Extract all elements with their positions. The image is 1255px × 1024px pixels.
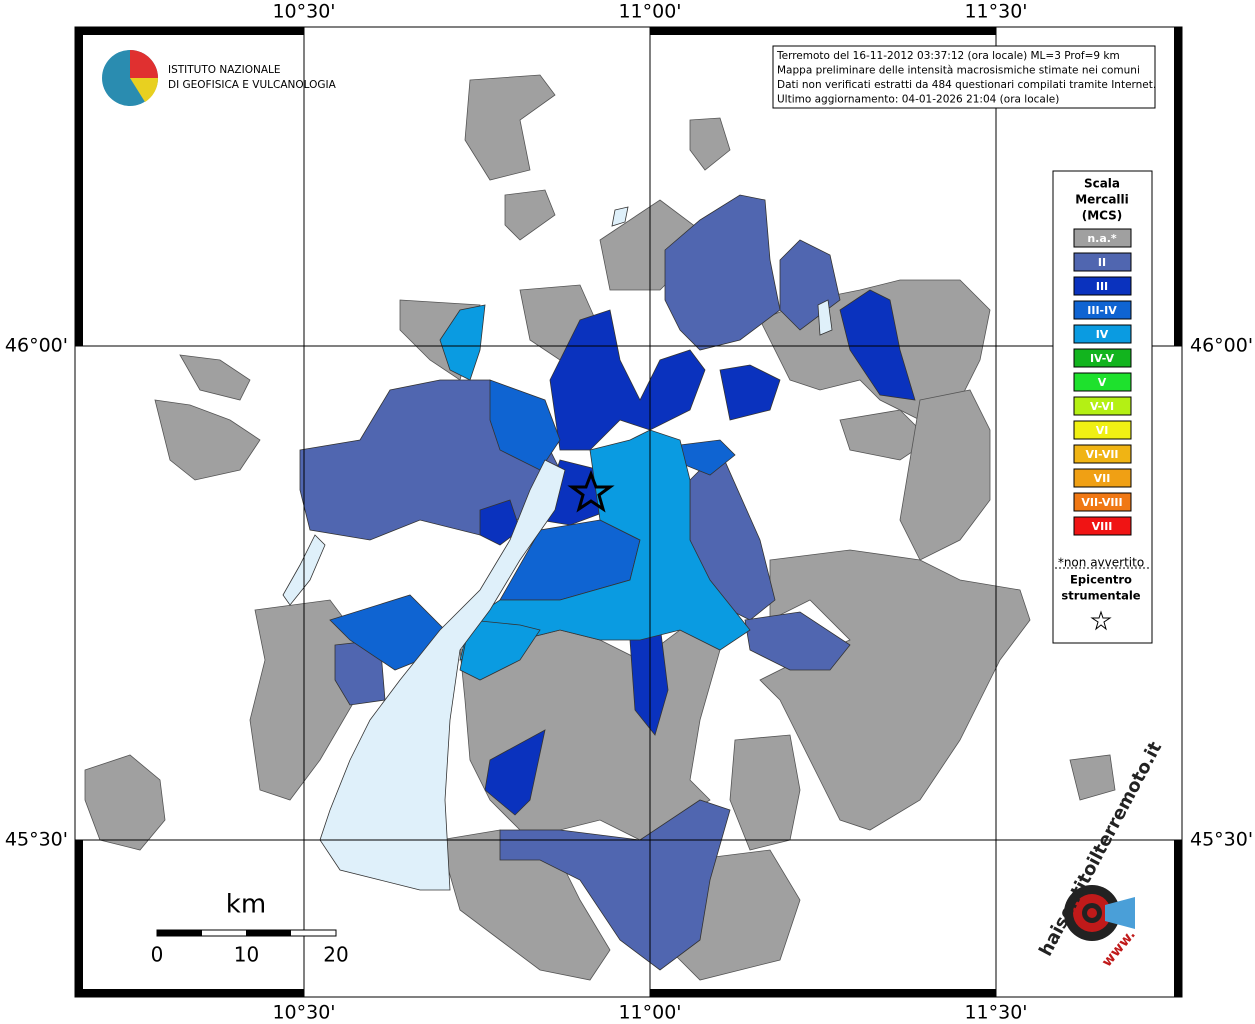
- lake-garda: [319, 459, 566, 891]
- legend-label: VII-VIII: [1081, 496, 1122, 509]
- legend-title: (MCS): [1082, 209, 1123, 223]
- legend-epicenter: strumentale: [1061, 589, 1140, 603]
- info-line: Ultimo aggiornamento: 04-01-2026 21:04 (…: [777, 94, 1059, 106]
- info-line: Dati non verificati estratti da 484 ques…: [777, 79, 1156, 91]
- graticule: [75, 27, 1182, 997]
- legend-swatch: [1073, 252, 1132, 272]
- info-line: Terremoto del 16-11-2012 03:37:12 (ora l…: [776, 50, 1120, 62]
- legend-label: V: [1098, 376, 1107, 389]
- lon-label: 10°30': [272, 1002, 335, 1024]
- info-line: Mappa preliminare delle intensità macros…: [777, 65, 1140, 77]
- ingv-logo: ISTITUTO NAZIONALE DI GEOFISICA E VULCAN…: [102, 50, 337, 106]
- scale-unit: km: [226, 890, 266, 920]
- scale-tick: 20: [323, 943, 348, 967]
- lon-label: 11°30': [964, 1002, 1027, 1024]
- lat-label: 46°00': [5, 335, 68, 357]
- legend-label: II: [1098, 256, 1106, 269]
- scale-tick: 10: [234, 943, 259, 967]
- lon-label: 11°00': [618, 1002, 681, 1024]
- legend-label: IV-V: [1090, 352, 1115, 365]
- legend-label: VII: [1094, 472, 1111, 485]
- legend-title: Mercalli: [1075, 193, 1129, 207]
- legend-label: III: [1096, 280, 1108, 293]
- logo-text: ISTITUTO NAZIONALE: [168, 64, 281, 76]
- lat-label: 46°00': [1190, 335, 1253, 357]
- legend-swatch: [1073, 444, 1132, 464]
- lake-small: [611, 206, 629, 227]
- legend-swatch: [1073, 348, 1132, 368]
- lat-label: 45°30': [5, 829, 68, 851]
- legend-swatch: [1073, 420, 1132, 440]
- legend-swatch: [1073, 372, 1132, 392]
- legend-swatch: [1073, 276, 1132, 296]
- lon-label: 11°00': [618, 1, 681, 23]
- legend-note: *non avvertito: [1058, 556, 1144, 570]
- lake-caldonazzo: [817, 299, 833, 336]
- legend-swatch: [1073, 396, 1132, 416]
- legend-swatch: [1073, 516, 1132, 536]
- legend-label: VI-VII: [1085, 448, 1118, 461]
- info-box: [772, 45, 1156, 109]
- legend-label: VI: [1096, 424, 1109, 437]
- legend-epicenter: Epicentro: [1070, 573, 1132, 587]
- lon-label: 11°30': [964, 1, 1027, 23]
- legend-swatch: [1073, 492, 1132, 512]
- legend-swatch: [1073, 300, 1132, 320]
- frame-border: [75, 27, 1182, 997]
- epicenter-star: [567, 469, 615, 513]
- legend-star: [1090, 610, 1112, 631]
- legend-label: IV: [1096, 328, 1109, 341]
- logo-text: DI GEOFISICA E VULCANOLOGIA: [168, 79, 337, 91]
- legend-label: n.a.*: [1087, 232, 1117, 245]
- intensity-areas: [299, 194, 916, 971]
- legend-swatch: [1073, 324, 1132, 344]
- scale-tick: 0: [151, 943, 164, 967]
- lon-label: 10°30': [272, 1, 335, 23]
- legend-title: Scala: [1084, 177, 1120, 191]
- legend-label: V-VI: [1090, 400, 1114, 413]
- legend-swatch: [1073, 228, 1132, 248]
- lat-label: 45°30': [1190, 829, 1253, 851]
- legend-label: III-IV: [1087, 304, 1117, 317]
- scale-bar: km: [156, 890, 337, 937]
- legend-label: VIII: [1092, 520, 1113, 533]
- legend-swatch: [1073, 468, 1132, 488]
